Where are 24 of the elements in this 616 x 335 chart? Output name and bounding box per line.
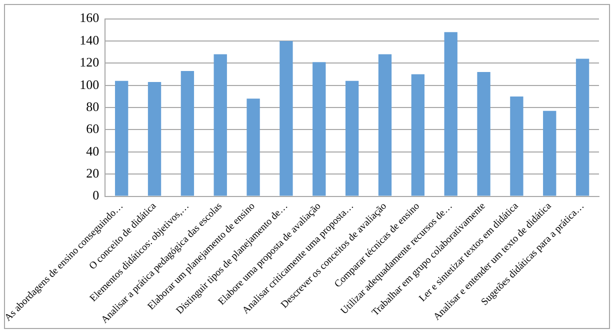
bar — [378, 54, 392, 196]
bar — [411, 74, 424, 196]
y-tick-label: 100 — [80, 76, 100, 92]
y-tick-label: 60 — [86, 121, 100, 136]
bar — [246, 98, 260, 196]
bar — [115, 80, 128, 196]
y-tick-label: 160 — [80, 10, 100, 26]
bar — [312, 62, 326, 196]
bar — [510, 96, 524, 196]
y-tick-label: 80 — [86, 98, 100, 114]
y-tick-label: 140 — [80, 32, 100, 48]
y-tick-label: 0 — [92, 188, 100, 203]
bar — [543, 110, 556, 196]
bar — [180, 70, 194, 196]
bar — [345, 80, 359, 196]
y-tick-label: 40 — [86, 143, 100, 158]
bar — [214, 54, 227, 196]
bar — [576, 58, 590, 196]
bar — [477, 72, 490, 196]
bar — [148, 82, 162, 196]
y-tick-label: 20 — [86, 166, 100, 181]
bar — [444, 32, 458, 196]
bar — [280, 40, 293, 196]
y-tick-label: 120 — [80, 54, 100, 70]
